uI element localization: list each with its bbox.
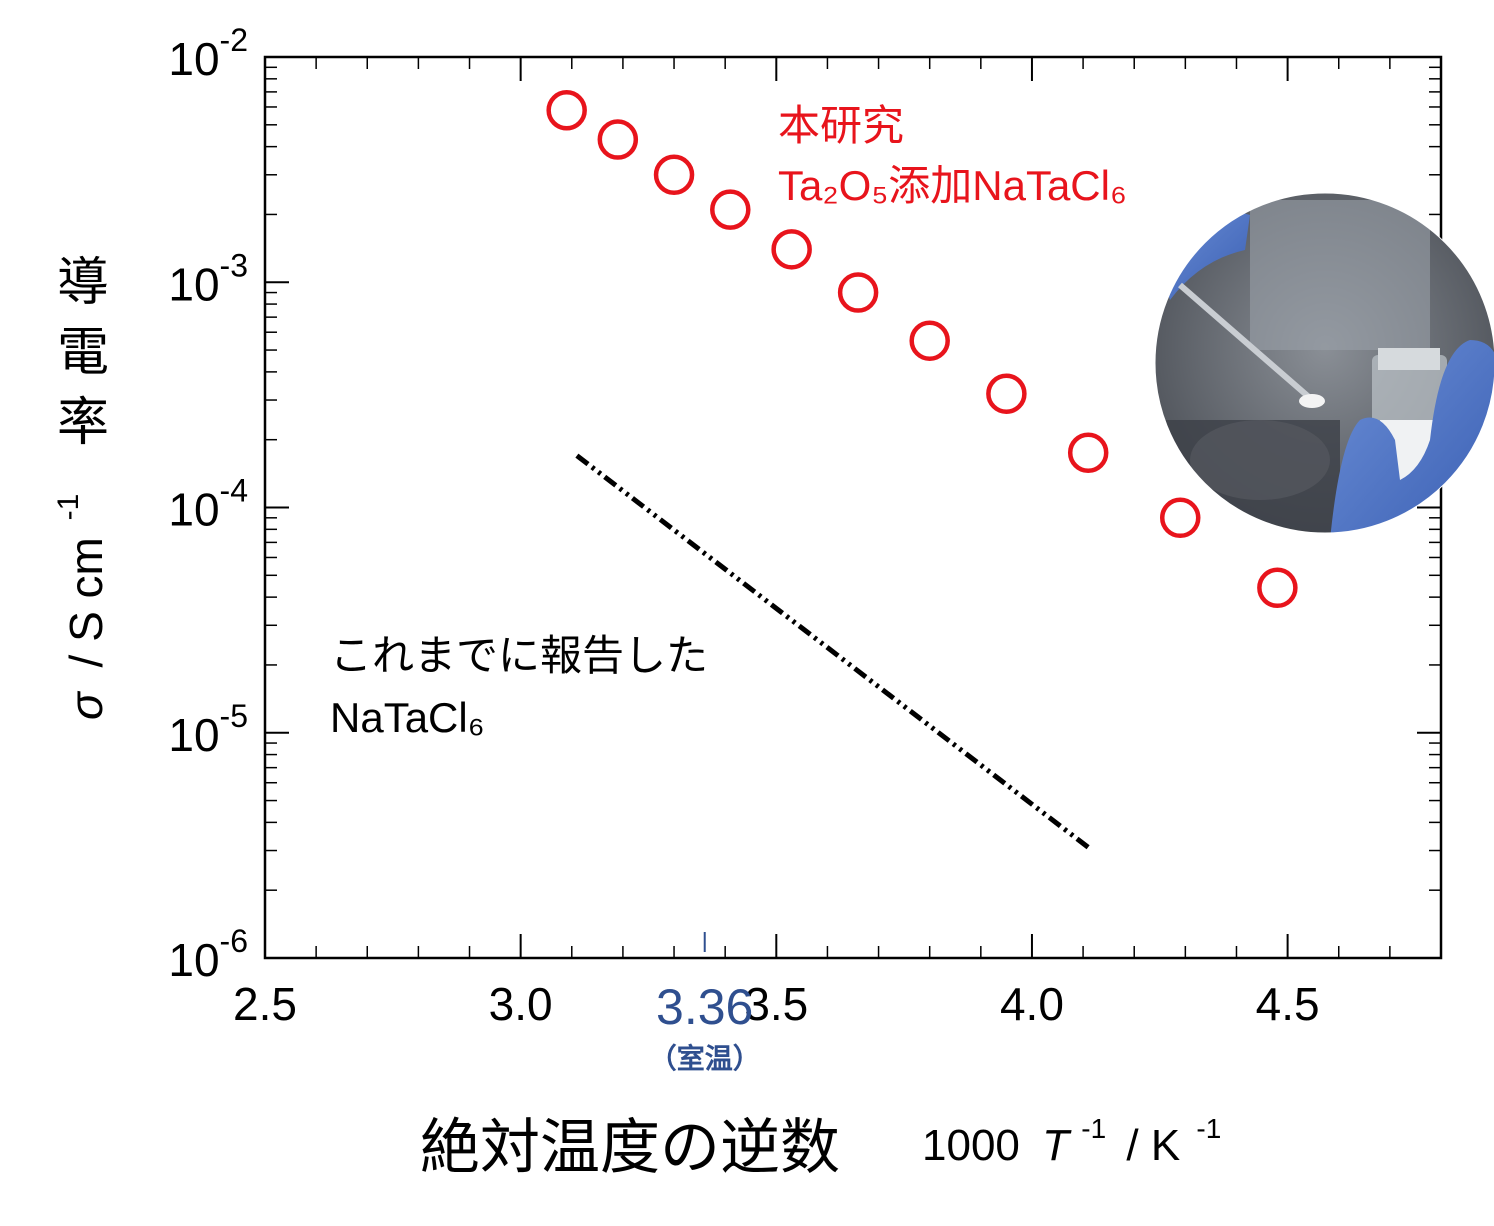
- major-ticks: [264, 56, 1441, 959]
- inset-photo: [1155, 193, 1494, 533]
- x-axis-label-jp: 絶対温度の逆数: [420, 1113, 840, 1183]
- series-label-this-work-line2: Ta₂O₅添加NaTaCl₆: [778, 162, 1127, 209]
- data-point: [1257, 567, 1298, 609]
- x-axis-label: 絶対温度の逆数: [420, 1113, 840, 1183]
- y-axis-label-jp-char: 率: [57, 394, 109, 452]
- y-axis-sup: -1: [52, 494, 85, 521]
- y-tick-label: 10-2: [168, 22, 248, 85]
- reference-series-line: [575, 453, 1090, 850]
- x-axis-T: T: [1042, 1121, 1072, 1170]
- y-tick-label: 10-3: [168, 247, 248, 310]
- x-axis-unit: / K: [1126, 1121, 1180, 1170]
- room-temperature-value: 3.36: [656, 979, 753, 1035]
- inset-photo-border: [1154, 192, 1494, 534]
- x-tick-label: 4.0: [1000, 978, 1064, 1030]
- data-point: [710, 189, 751, 230]
- data-point: [1159, 497, 1201, 539]
- data-markers: [546, 90, 1298, 609]
- x-tick-label: 4.5: [1256, 978, 1320, 1030]
- x-axis-factor: 1000: [922, 1121, 1020, 1170]
- data-point: [771, 229, 812, 270]
- x-axis-label-units: 1000 T -1 / K -1: [922, 1099, 1221, 1170]
- series-label-previous-line2: NaTaCl₆: [330, 694, 485, 741]
- data-point: [597, 119, 639, 160]
- data-point: [909, 320, 950, 361]
- data-point: [986, 373, 1027, 414]
- y-axis-label-jp: 導電率: [57, 254, 109, 452]
- x-tick-labels: 2.5 3.0 3.5 4.0 4.5: [233, 978, 1320, 1030]
- y-tick-label: 10-6: [168, 923, 248, 986]
- y-tick-label: 10-5: [168, 698, 248, 761]
- data-point: [1067, 432, 1109, 474]
- y-tick-labels: 10-2 10-3 10-4 10-5 10-6: [168, 22, 248, 986]
- y-axis-unit: / S cm: [60, 537, 112, 667]
- y-axis-label-jp-char: 電: [57, 324, 109, 382]
- x-tick-label: 3.5: [744, 978, 808, 1030]
- data-point: [546, 90, 587, 131]
- y-tick-label: 10-4: [168, 473, 248, 536]
- data-point: [653, 154, 695, 196]
- series-label-this-work-line1: 本研究: [778, 102, 904, 149]
- y-axis-sigma: σ: [60, 690, 112, 720]
- y-axis-label-jp-char: 導: [57, 254, 109, 312]
- x-axis-sup1: -1: [1081, 1113, 1106, 1144]
- x-axis-sup2: -1: [1196, 1113, 1221, 1144]
- x-tick-label: 2.5: [233, 978, 297, 1030]
- y-axis-label: σ / S cm -1: [52, 494, 112, 720]
- room-temperature-note: （室温）: [649, 1042, 761, 1074]
- data-point: [837, 272, 879, 313]
- svg-text:σ / S cm -1: σ / S cm -1: [52, 494, 112, 720]
- x-tick-label: 3.0: [489, 978, 553, 1030]
- series-label-previous-line1: これまでに報告した: [330, 632, 708, 679]
